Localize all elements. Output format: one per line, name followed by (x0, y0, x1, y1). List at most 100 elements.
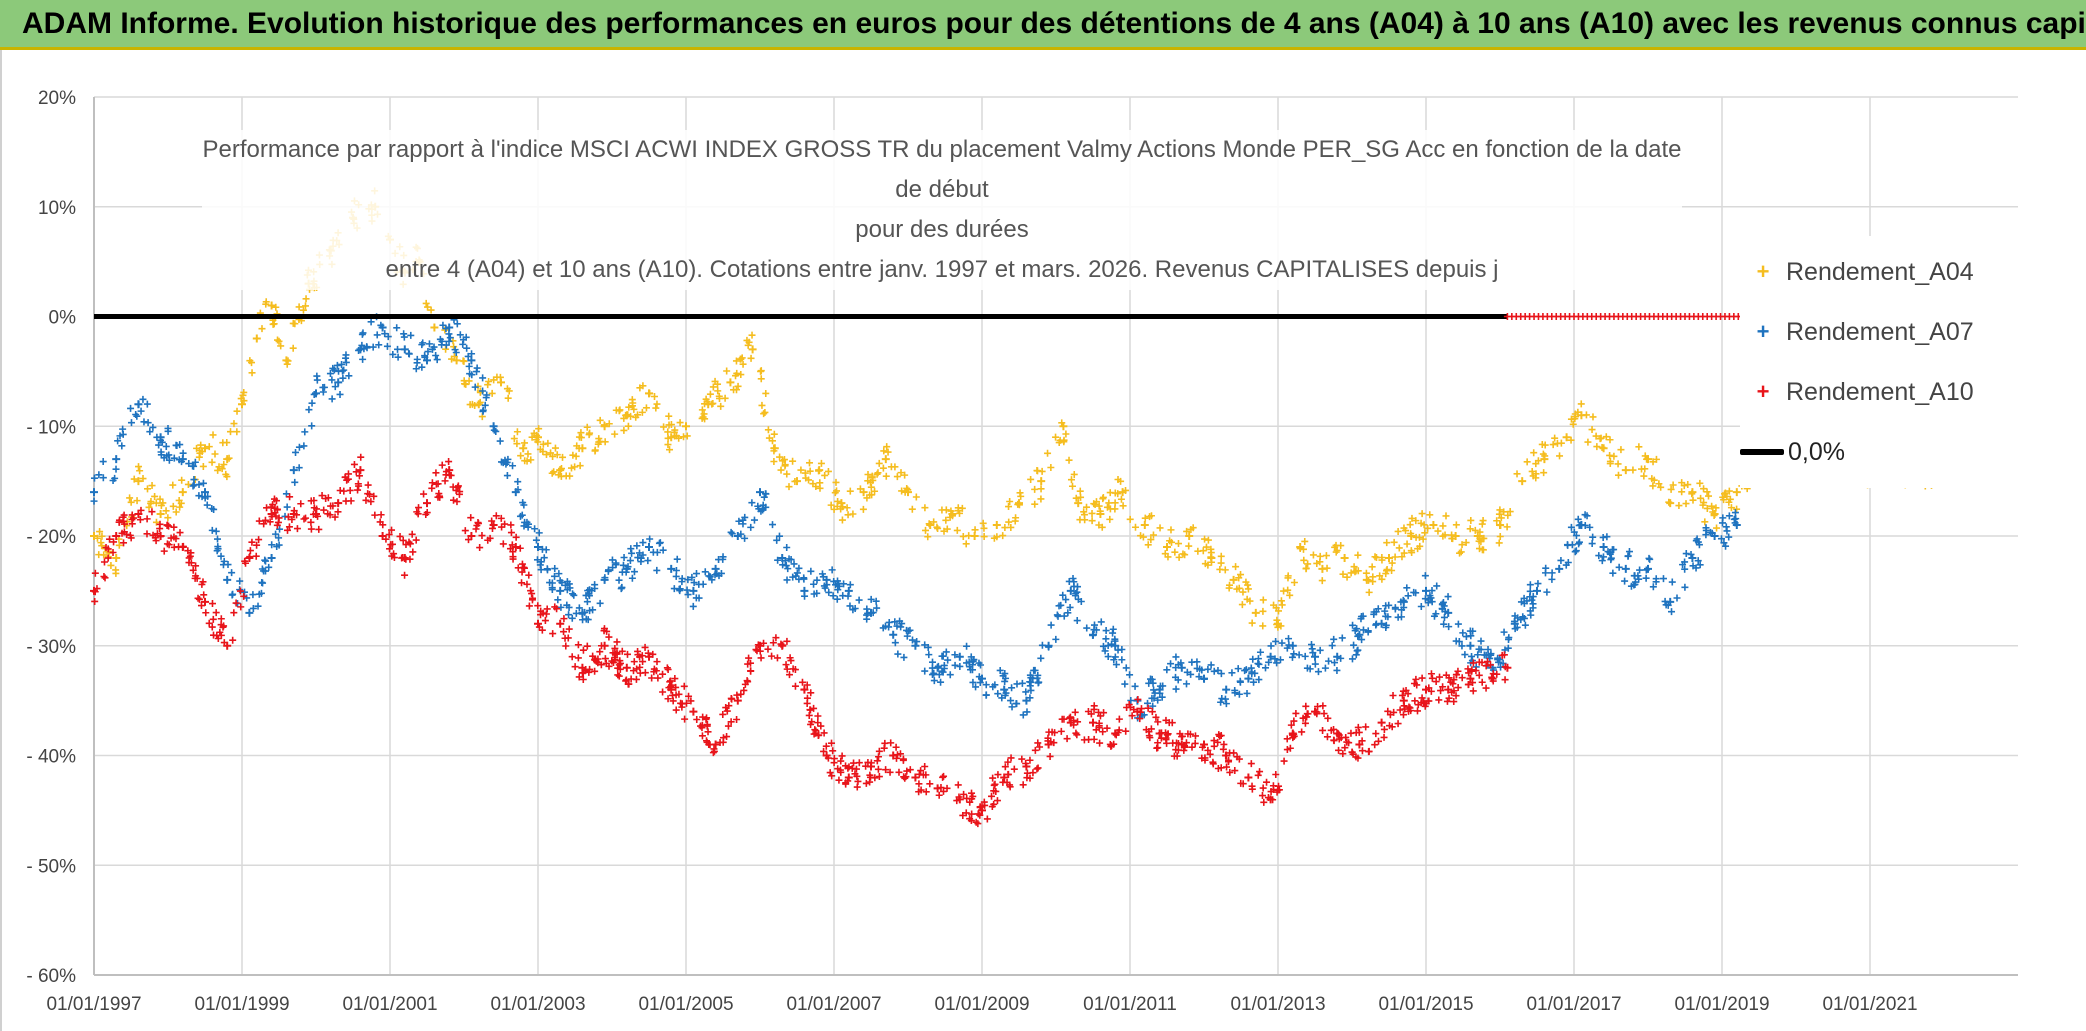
scatter-mark-rendement-a10 (810, 704, 818, 712)
scatter-mark-rendement-a07 (1337, 654, 1345, 662)
scatter-mark-rendement-a10 (644, 649, 652, 657)
scatter-mark-rendement-a07 (1013, 680, 1021, 688)
scatter-mark-rendement-a04 (591, 447, 599, 455)
x-tick-label: 01/01/2013 (1230, 994, 1325, 1015)
scatter-mark-rendement-a07 (208, 526, 216, 534)
scatter-mark-rendement-a10 (1222, 751, 1230, 759)
y-tick-label: - 10% (26, 417, 76, 438)
scatter-mark-rendement-a10 (310, 504, 318, 512)
scatter-mark-rendement-a07 (1662, 601, 1670, 609)
scatter-mark-rendement-a07 (783, 544, 791, 552)
scatter-mark-rendement-a07 (1609, 569, 1617, 577)
scatter-mark-rendement-a07 (1370, 610, 1378, 618)
scatter-mark-rendement-a10 (1482, 684, 1490, 692)
scatter-mark-rendement-a04 (1407, 547, 1415, 555)
scatter-mark-rendement-a10 (615, 661, 623, 669)
scatter-mark-rendement-a10 (873, 757, 881, 765)
scatter-mark-rendement-a04 (638, 408, 646, 416)
scatter-mark-rendement-a04 (1037, 495, 1045, 503)
scatter-mark-rendement-a10 (1489, 670, 1497, 678)
scatter-mark-rendement-a04 (277, 342, 285, 350)
scatter-mark-rendement-a10 (478, 532, 486, 540)
scatter-mark-rendement-a04 (289, 344, 297, 352)
data-point-rendement-a07 (467, 356, 476, 365)
scatter-mark-rendement-a04 (1047, 463, 1055, 471)
data-point-rendement-a07 (1244, 674, 1253, 683)
scatter-mark-rendement-a07 (1217, 698, 1225, 706)
scatter-mark-rendement-a10 (915, 788, 923, 796)
data-point-rendement-a04 (1518, 477, 1527, 486)
scatter-mark-rendement-a07 (149, 423, 157, 431)
scatter-mark-rendement-a04 (1318, 577, 1326, 585)
scatter-mark-rendement-a04 (1721, 489, 1729, 497)
scatter-mark-rendement-a04 (549, 452, 557, 460)
scatter-mark-rendement-a04 (130, 475, 138, 483)
scatter-mark-rendement-a04 (176, 503, 184, 511)
scatter-mark-rendement-a07 (1563, 541, 1571, 549)
scatter-mark-rendement-a07 (615, 576, 623, 584)
scatter-mark-rendement-a10 (1414, 707, 1421, 715)
scatter-mark-rendement-a10 (1254, 771, 1262, 779)
scatter-mark-rendement-a04 (709, 383, 717, 391)
scatter-mark-rendement-a07 (1381, 607, 1389, 615)
scatter-mark-rendement-a10 (248, 538, 256, 546)
scatter-mark-rendement-a04 (1699, 501, 1707, 509)
scatter-mark-rendement-a10 (102, 544, 110, 552)
scatter-mark-rendement-a10 (320, 506, 328, 514)
scatter-mark-rendement-a10 (659, 670, 667, 678)
scatter-mark-rendement-a07 (342, 351, 350, 359)
scatter-mark-rendement-a10 (605, 662, 613, 670)
data-point-rendement-a07 (1621, 564, 1630, 573)
scatter-mark-rendement-a07 (555, 570, 563, 578)
scatter-mark-rendement-a10 (246, 553, 254, 561)
scatter-mark-rendement-a04 (136, 467, 144, 475)
scatter-mark-rendement-a07 (1255, 676, 1263, 684)
scatter-mark-rendement-a07 (1073, 588, 1081, 596)
scatter-mark-rendement-a07 (1321, 664, 1329, 672)
scatter-mark-rendement-a10 (1047, 738, 1055, 746)
scatter-mark-rendement-a04 (1684, 481, 1692, 489)
scatter-mark-rendement-a04 (1708, 502, 1716, 510)
scatter-mark-rendement-a07 (921, 667, 929, 675)
scatter-mark-rendement-a07 (1265, 658, 1273, 666)
scatter-mark-rendement-a10 (1264, 794, 1272, 802)
scatter-mark-rendement-a07 (683, 586, 691, 594)
scatter-mark-rendement-a07 (1077, 598, 1085, 606)
scatter-mark-rendement-a04 (1705, 492, 1713, 500)
scatter-mark-rendement-a10 (266, 518, 274, 526)
scatter-mark-rendement-a10 (851, 770, 859, 778)
scatter-mark-rendement-a07 (851, 605, 859, 613)
scatter-mark-rendement-a07 (655, 539, 663, 547)
scatter-mark-rendement-a07 (537, 558, 545, 566)
scatter-mark-rendement-a10 (454, 483, 462, 491)
scatter-mark-rendement-a07 (1445, 623, 1453, 631)
scatter-mark-rendement-a04 (1058, 419, 1066, 427)
scatter-mark-rendement-a04 (1478, 546, 1486, 554)
scatter-mark-rendement-a07 (114, 437, 122, 445)
scatter-mark-rendement-a07 (1636, 566, 1644, 574)
scatter-mark-rendement-a10 (812, 729, 820, 737)
scatter-mark-rendement-a04 (709, 399, 717, 407)
scatter-mark-rendement-a10 (605, 633, 613, 641)
scatter-mark-rendement-a04 (1493, 517, 1501, 525)
scatter-mark-rendement-a04 (1156, 524, 1164, 532)
scatter-mark-rendement-a07 (828, 566, 836, 574)
scatter-mark-rendement-a10 (579, 646, 587, 654)
scatter-mark-rendement-a04 (595, 435, 603, 443)
scatter-mark-rendement-a10 (230, 609, 238, 617)
scatter-mark-rendement-a07 (1702, 524, 1710, 532)
scatter-mark-rendement-a10 (981, 801, 989, 809)
scatter-mark-rendement-a04 (1400, 524, 1408, 532)
scatter-mark-rendement-a07 (532, 536, 540, 544)
scatter-mark-rendement-a10 (432, 469, 440, 477)
scatter-mark-rendement-a07 (1372, 621, 1380, 629)
scatter-mark-rendement-a04 (897, 469, 905, 477)
scatter-mark-rendement-a04 (302, 295, 310, 303)
scatter-mark-rendement-a07 (1131, 682, 1139, 690)
scatter-mark-rendement-a07 (617, 585, 625, 593)
scatter-mark-rendement-a04 (577, 429, 585, 437)
scatter-mark-rendement-a10 (835, 776, 843, 784)
scatter-mark-rendement-a10 (508, 541, 516, 549)
scatter-mark-rendement-a04 (891, 463, 899, 471)
scatter-mark-rendement-a10 (1070, 716, 1078, 724)
